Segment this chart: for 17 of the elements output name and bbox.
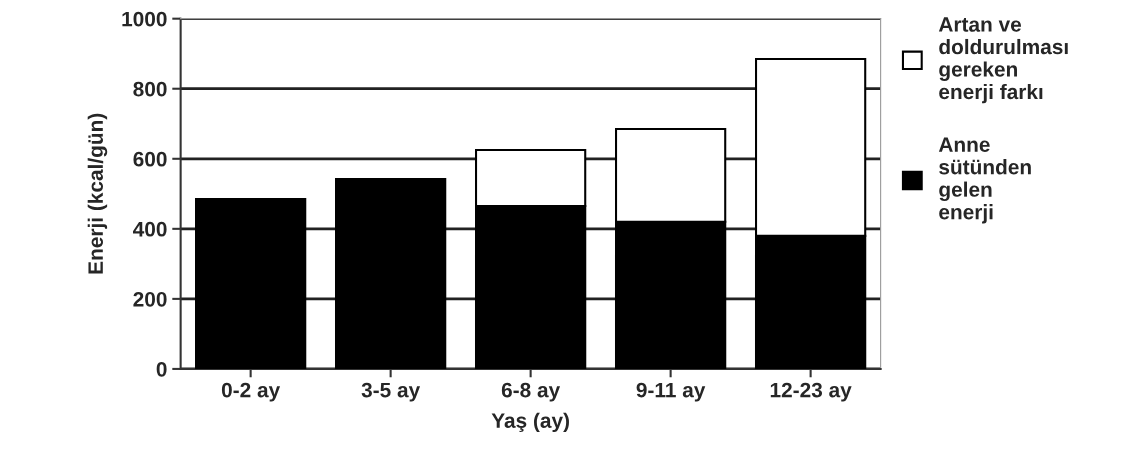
y-tick-label: 1000 — [122, 11, 167, 27]
y-tick-label: 800 — [133, 81, 167, 97]
x-tick-label: 0-2 ay — [221, 382, 281, 402]
x-tick-label: 9-11 ay — [636, 382, 706, 402]
bar — [195, 198, 307, 369]
x-tick-label: 6-8 ay — [501, 382, 561, 402]
y-tick-label: 600 — [133, 151, 167, 167]
x-axis-title: Yaş (ay) — [491, 412, 569, 433]
y-axis-title: Enerji (kcal/gün) — [87, 113, 108, 274]
x-tick-label: 12-23 ay — [770, 382, 852, 402]
legend-label: Anne sütünden gelen enerji — [938, 137, 1031, 224]
y-tick-label: 0 — [156, 361, 167, 377]
y-tick-label: 400 — [133, 221, 167, 237]
x-tick-label: 3-5 ay — [361, 382, 421, 402]
bar — [335, 178, 447, 369]
legend-label: Artan ve doldurulması gereken enerji farkı — [938, 17, 1068, 104]
y-tick-label: 200 — [133, 291, 167, 307]
